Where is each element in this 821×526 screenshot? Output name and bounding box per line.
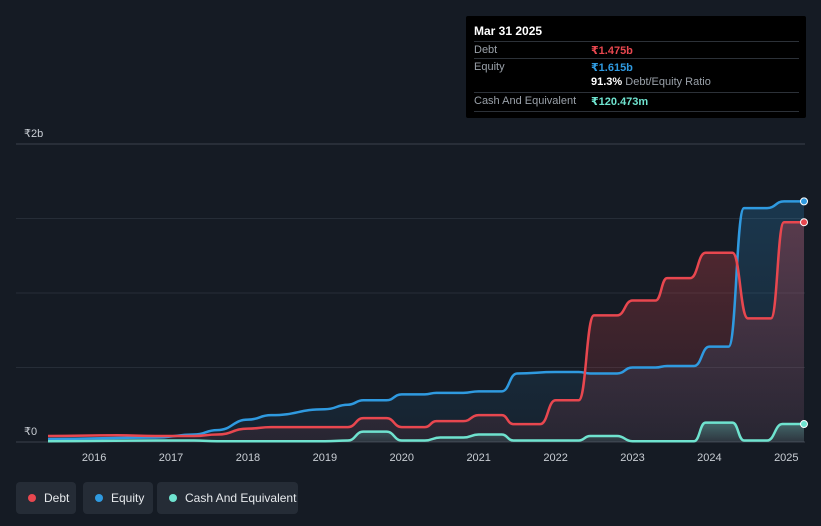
tooltip-ratio-value: 91.3% (591, 76, 623, 88)
legend-equity-dot-icon (95, 494, 103, 502)
cash-and-equivalent-end-marker (800, 420, 808, 429)
x-tick-label: 2017 (159, 452, 183, 464)
legend-equity-label: Equity (111, 491, 145, 505)
tooltip-cash-value: ₹120.473m (591, 96, 649, 108)
x-tick-label: 2024 (697, 452, 721, 464)
legend-cash-label: Cash And Equivalent (185, 491, 297, 505)
x-tick-label: 2023 (620, 452, 644, 464)
tooltip-debt-value: ₹1.475b (591, 45, 633, 57)
y-tick-label: ₹0 (24, 426, 37, 438)
x-tick-label: 2025 (774, 452, 798, 464)
x-tick-label: 2016 (82, 452, 106, 464)
legend-debt-label: Debt (44, 491, 70, 505)
tooltip-ratio-label: Debt/Equity Ratio (625, 76, 711, 88)
tooltip-row-cash: Cash And Equivalent ₹120.473m (474, 92, 799, 112)
tooltip-debt-label: Debt (474, 44, 498, 56)
x-tick-label: 2019 (313, 452, 337, 464)
x-tick-label: 2018 (236, 452, 260, 464)
equity-line (47, 200, 804, 441)
series-end-markers (800, 197, 808, 429)
debt-end-marker (800, 218, 808, 227)
tooltip-ratio: 91.3% Debt/Equity Ratio (591, 76, 711, 88)
legend-item-debt[interactable]: Debt (16, 482, 76, 514)
debt-equity-chart: ₹0 ₹2b 2016 2017 2018 2019 2020 2021 2022 2023 202… (16, 128, 808, 464)
y-tick-label: ₹2b (24, 128, 43, 140)
legend-debt-dot-icon (28, 494, 36, 502)
legend-item-equity[interactable]: Equity (83, 482, 153, 514)
x-tick-label: 2022 (543, 452, 567, 464)
x-tick-label: 2020 (390, 452, 414, 464)
tooltip-row-debt: Debt ₹1.475b (474, 41, 799, 59)
tooltip-cash-label: Cash And Equivalent (474, 95, 577, 107)
legend-item-cash[interactable]: Cash And Equivalent (157, 482, 298, 514)
x-tick-label: 2021 (466, 452, 490, 464)
tooltip-panel: Mar 31 2025 Debt ₹1.475b Equity ₹1.615b … (466, 16, 806, 118)
debt-area (48, 222, 804, 442)
axis-labels: ₹0 ₹2b 2016 2017 2018 2019 2020 2021 2022 2023 202… (24, 128, 799, 464)
tooltip-date: Mar 31 2025 (474, 24, 543, 38)
equity-end-marker (800, 197, 808, 206)
tooltip-row-equity: Equity ₹1.615b (474, 58, 799, 76)
series-areas (48, 201, 804, 442)
debt-line (47, 220, 804, 438)
cash-and-equivalent-line (47, 421, 804, 443)
tooltip-equity-label: Equity (474, 61, 505, 73)
tooltip-equity-value: ₹1.615b (591, 62, 633, 74)
legend-cash-dot-icon (169, 494, 177, 502)
series-lines (47, 200, 804, 443)
